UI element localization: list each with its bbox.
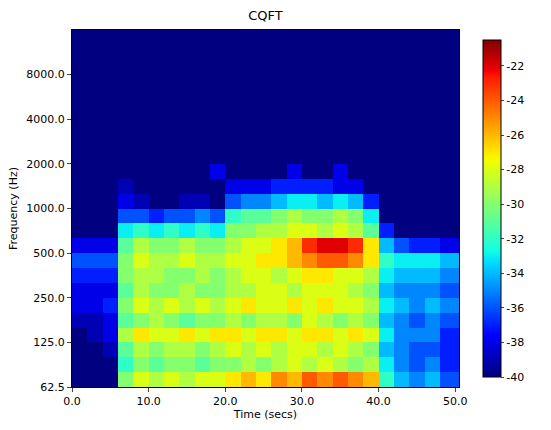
svg-text:40.0: 40.0 (366, 395, 391, 408)
svg-text:20.0: 20.0 (213, 395, 238, 408)
svg-text:-22: -22 (506, 60, 524, 73)
svg-text:Time (secs): Time (secs) (233, 408, 297, 421)
svg-text:10.0: 10.0 (136, 395, 161, 408)
svg-text:50.0: 50.0 (443, 395, 468, 408)
svg-text:CQFT: CQFT (248, 8, 283, 23)
svg-text:8000.0: 8000.0 (26, 68, 65, 81)
svg-text:-38: -38 (506, 336, 524, 349)
svg-text:30.0: 30.0 (290, 395, 315, 408)
svg-text:0.0: 0.0 (63, 395, 81, 408)
svg-text:-28: -28 (506, 163, 524, 176)
svg-text:Frequency (Hz): Frequency (Hz) (7, 167, 20, 250)
svg-text:-24: -24 (506, 94, 524, 107)
svg-text:125.0: 125.0 (33, 336, 65, 349)
svg-text:2000.0: 2000.0 (26, 158, 65, 171)
svg-text:1000.0: 1000.0 (26, 202, 65, 215)
svg-text:-36: -36 (506, 302, 524, 315)
svg-text:-34: -34 (506, 267, 524, 280)
svg-text:-32: -32 (506, 233, 524, 246)
svg-text:-40: -40 (506, 371, 524, 384)
svg-text:500.0: 500.0 (33, 247, 65, 260)
svg-text:-30: -30 (506, 198, 524, 211)
svg-text:250.0: 250.0 (33, 292, 65, 305)
svg-text:62.5: 62.5 (40, 381, 65, 394)
svg-text:4000.0: 4000.0 (26, 113, 65, 126)
svg-text:-26: -26 (506, 129, 524, 142)
